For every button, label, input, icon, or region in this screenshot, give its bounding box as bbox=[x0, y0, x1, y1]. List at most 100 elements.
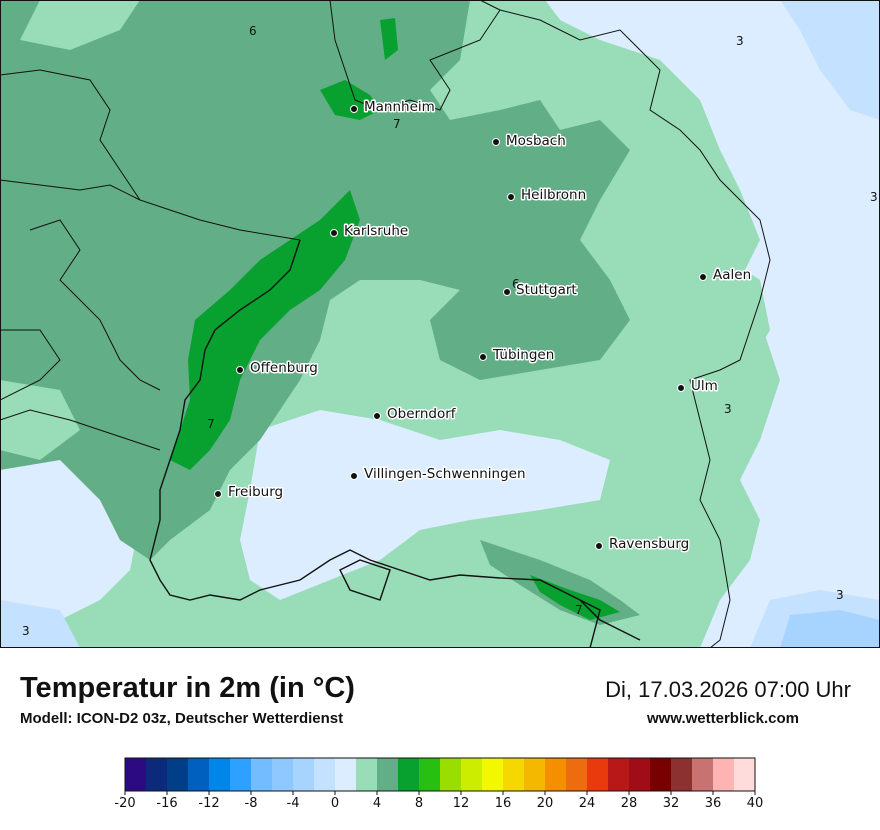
legend-swatch bbox=[167, 758, 189, 791]
contour-label: 3 bbox=[724, 402, 732, 416]
legend-swatch bbox=[671, 758, 693, 791]
legend-swatch bbox=[209, 758, 231, 791]
state-borders bbox=[0, 0, 771, 648]
city-marker bbox=[330, 229, 338, 237]
city-label: Freiburg bbox=[228, 484, 283, 500]
city-heilbronn: Heilbronn bbox=[507, 186, 588, 205]
legend-swatch bbox=[503, 758, 525, 791]
legend-tick-label: 24 bbox=[579, 796, 596, 811]
legend-tick-label: 8 bbox=[415, 796, 423, 811]
light-green-west-patch bbox=[0, 380, 80, 460]
city-stuttgart: Stuttgart bbox=[503, 281, 578, 300]
legend-tick-label: -16 bbox=[156, 796, 177, 811]
legend-swatch bbox=[461, 758, 483, 791]
legend-swatch bbox=[356, 758, 378, 791]
cold-zone-southeast-deep bbox=[780, 610, 880, 648]
city-tuebingen: Tübingen bbox=[479, 346, 556, 365]
city-label: Mosbach bbox=[506, 133, 566, 149]
contour-label: 6 bbox=[512, 277, 520, 291]
legend-tick-label: 32 bbox=[663, 796, 680, 811]
legend-tick-label: 16 bbox=[495, 796, 512, 811]
legend-swatch bbox=[650, 758, 672, 791]
contour-label: 3 bbox=[22, 624, 30, 638]
color-legend: -20 -16 -12 -8 -4 0 4 8 12 16 20 24 28 32 36 40 bbox=[112, 756, 772, 816]
contour-label: 7 bbox=[575, 603, 583, 617]
city-ulm: Ulm bbox=[677, 377, 719, 396]
legend-tick-label: -20 bbox=[114, 796, 135, 811]
mid-green-east bbox=[590, 230, 770, 450]
legend-swatch bbox=[629, 758, 651, 791]
light-green-north bbox=[460, 0, 560, 80]
legend-swatch bbox=[230, 758, 252, 791]
city-marker bbox=[214, 490, 222, 498]
city-mosbach: Mosbach bbox=[492, 132, 567, 151]
city-label: Karlsruhe bbox=[344, 223, 408, 239]
city-marker bbox=[677, 384, 685, 392]
legend-tick-label: 36 bbox=[705, 796, 722, 811]
city-label: Aalen bbox=[713, 267, 751, 283]
legend-tick-label: 12 bbox=[453, 796, 470, 811]
legend-tick-label: -4 bbox=[287, 796, 300, 811]
website-link[interactable]: www.wetterblick.com bbox=[647, 710, 799, 727]
forecast-datetime: Di, 17.03.2026 07:00 Uhr bbox=[605, 677, 851, 702]
warm-zone-rhine-valley bbox=[170, 190, 360, 470]
legend-swatch bbox=[587, 758, 609, 791]
legend-swatch bbox=[440, 758, 462, 791]
light-green-north-patch bbox=[20, 0, 140, 50]
legend-swatch bbox=[692, 758, 714, 791]
city-offenburg: Offenburg bbox=[236, 359, 319, 378]
city-label: Stuttgart bbox=[516, 282, 577, 298]
legend-tick-label: 20 bbox=[537, 796, 554, 811]
model-source: Modell: ICON-D2 03z, Deutscher Wetterdie… bbox=[20, 710, 344, 727]
contour-label: 7 bbox=[393, 117, 401, 131]
city-label: Ravensburg bbox=[609, 536, 689, 552]
legend-swatch bbox=[482, 758, 504, 791]
country-border bbox=[149, 239, 641, 648]
cold-zone-east-darker bbox=[780, 0, 880, 120]
city-label: Tübingen bbox=[492, 347, 554, 363]
city-marker bbox=[479, 353, 487, 361]
legend-swatch bbox=[188, 758, 210, 791]
contour-label: 3 bbox=[736, 34, 744, 48]
city-oberndorf: Oberndorf bbox=[373, 405, 458, 424]
legend-tick-label: 4 bbox=[373, 796, 381, 811]
legend-swatch bbox=[545, 758, 567, 791]
legend-swatch bbox=[419, 758, 441, 791]
legend-swatch bbox=[293, 758, 315, 791]
legend-swatch bbox=[734, 758, 756, 791]
legend-swatch bbox=[125, 758, 147, 791]
legend-swatch bbox=[272, 758, 294, 791]
city-karlsruhe: Karlsruhe bbox=[330, 222, 410, 241]
legend-swatch bbox=[398, 758, 420, 791]
legend-frame bbox=[124, 757, 756, 792]
city-marker bbox=[373, 412, 381, 420]
city-label: Oberndorf bbox=[387, 406, 457, 422]
legend-tick-label: 28 bbox=[621, 796, 638, 811]
legend-swatch bbox=[524, 758, 546, 791]
city-marker bbox=[595, 542, 603, 550]
city-aalen: Aalen bbox=[699, 266, 753, 285]
cold-zone-south-central bbox=[240, 410, 610, 600]
legend-swatch bbox=[251, 758, 273, 791]
contour-label: 7 bbox=[207, 417, 215, 431]
city-mannheim: Mannheim bbox=[350, 98, 436, 117]
city-freiburg: Freiburg bbox=[214, 483, 285, 502]
city-label: Offenburg bbox=[250, 360, 318, 376]
city-label: Mannheim bbox=[364, 99, 435, 115]
city-label: Villingen-Schwenningen bbox=[364, 466, 526, 482]
warm-zone-north-patch bbox=[380, 18, 398, 60]
legend-swatch bbox=[566, 758, 588, 791]
legend-swatch bbox=[314, 758, 336, 791]
cold-zone-east bbox=[545, 0, 880, 648]
legend-tick-label: 40 bbox=[747, 796, 764, 811]
contour-label: 3 bbox=[836, 588, 844, 602]
city-marker bbox=[350, 105, 358, 113]
city-label: Ulm bbox=[691, 378, 718, 394]
legend-swatch bbox=[713, 758, 735, 791]
city-marker bbox=[507, 193, 515, 201]
city-villingen-schwenningen: Villingen-Schwenningen bbox=[350, 465, 527, 484]
cold-zone-southwest-deep bbox=[0, 600, 80, 648]
city-marker bbox=[503, 288, 511, 296]
map-title: Temperatur in 2m (in °C) bbox=[20, 672, 355, 704]
legend-tick-label: -8 bbox=[245, 796, 258, 811]
